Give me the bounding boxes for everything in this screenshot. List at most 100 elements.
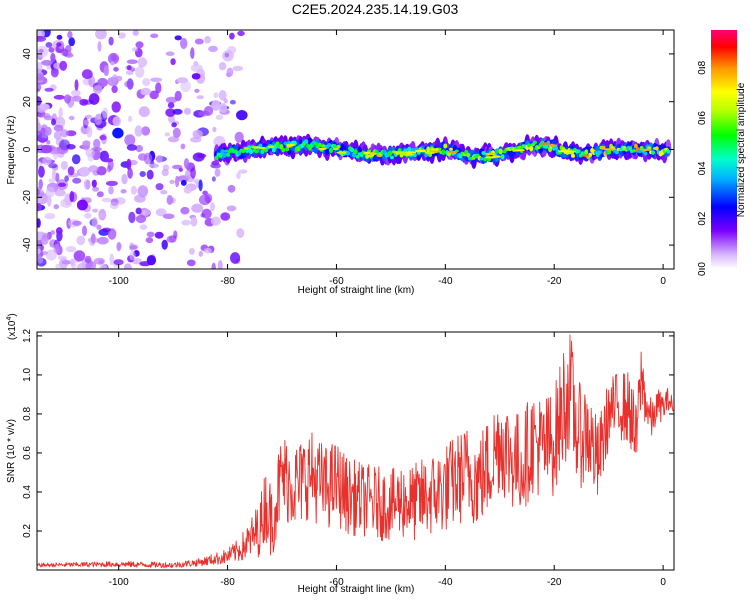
snr-line: [37, 334, 674, 569]
noise-blob: [44, 87, 54, 92]
signal-peak: [602, 148, 617, 151]
noise-blob: [120, 189, 127, 194]
noise-blob: [76, 199, 88, 211]
noise-blob: [135, 41, 144, 49]
noise-blob: [112, 127, 124, 139]
signal-blob: [222, 152, 227, 158]
signal-blob: [576, 149, 581, 154]
noise-blob: [97, 236, 109, 245]
signal-blob: [283, 141, 288, 146]
signal-blob: [355, 154, 360, 159]
snr-x-label: Height of straight line (km): [298, 584, 415, 595]
noise-blob: [184, 169, 192, 180]
noise-blob: [165, 96, 178, 104]
noise-blob: [116, 242, 122, 252]
noise-blob: [237, 30, 245, 36]
noise-blob: [37, 74, 45, 81]
signal-blob: [483, 157, 488, 162]
noise-blob: [132, 47, 138, 52]
noise-blob: [219, 103, 228, 114]
noise-blob: [196, 95, 204, 100]
noise-blob: [56, 42, 62, 47]
snr-scale-suffix: ): [7, 313, 18, 316]
noise-blob: [58, 107, 63, 119]
noise-blob: [64, 94, 71, 104]
noise-blob: [229, 99, 236, 105]
colorbar-tick-label: 0.8: [697, 60, 708, 74]
noise-blob: [183, 158, 190, 169]
signal-blob: [350, 147, 354, 153]
signal-blob: [571, 153, 575, 158]
noise-blob: [52, 149, 61, 155]
noise-blob: [76, 235, 86, 246]
colorbar-label: Normalized spectral amplitude: [736, 82, 747, 217]
noise-blob: [83, 179, 91, 190]
noise-blob: [212, 126, 217, 133]
noise-blob: [37, 96, 42, 106]
noise-blob: [42, 156, 52, 166]
signal-blob: [390, 155, 394, 160]
noise-blob: [132, 30, 139, 36]
noise-blob: [220, 212, 231, 221]
noise-blob: [37, 218, 41, 228]
noise-blob: [41, 112, 51, 119]
noise-blob: [68, 115, 75, 121]
noise-blob: [191, 73, 201, 80]
noise-blob: [178, 167, 183, 172]
noise-blob: [110, 61, 115, 66]
noise-blob: [169, 179, 175, 184]
signal-blob: [458, 154, 463, 159]
spectrogram-y-tick-label: -40: [22, 237, 33, 252]
spectrogram-y-tick-label: 20: [22, 96, 33, 108]
noise-blob: [226, 67, 234, 77]
noise-blob: [137, 57, 148, 68]
noise-blob: [102, 158, 114, 163]
snr-y-tick-label: 1.0: [22, 368, 33, 382]
noise-blob: [211, 176, 216, 182]
noise-blob: [102, 107, 109, 119]
snr-y-scale: (x104): [6, 313, 18, 340]
signal-peak: [448, 151, 457, 154]
noise-blob: [173, 230, 178, 239]
noise-blob: [217, 260, 223, 269]
noise-blob: [57, 255, 67, 261]
noise-blob: [190, 64, 203, 73]
noise-blob: [53, 131, 62, 140]
signal-peak: [513, 149, 525, 152]
noise-blob: [93, 257, 105, 265]
snr-frame: [36, 331, 675, 571]
noise-blob: [94, 113, 103, 126]
spectrogram-y-label: Frequency (Hz): [6, 116, 17, 185]
signal-peak: [491, 155, 501, 158]
colorbar: 0.0 0.2 0.4 0.6 0.8 Normalized spectral ampl…: [697, 30, 747, 276]
noise-blob: [180, 37, 188, 50]
noise-blob: [128, 211, 136, 224]
noise-blob: [92, 186, 100, 192]
signal-blob: [353, 149, 358, 154]
noise-blob: [96, 224, 102, 230]
noise-blob: [126, 144, 138, 151]
snr-series: [37, 334, 674, 569]
noise-blob: [196, 153, 207, 158]
noise-blob: [48, 47, 55, 53]
noise-blob: [105, 180, 118, 186]
noise-blob: [126, 65, 132, 71]
signal-peak: [336, 151, 347, 154]
signal-blob: [584, 149, 589, 155]
noise-blob: [210, 216, 221, 226]
noise-blob: [101, 227, 111, 232]
noise-blob: [121, 173, 128, 185]
spectrogram-x-tick-label: -20: [547, 276, 562, 287]
noise-blob: [37, 83, 42, 91]
snr-x-tick-label: 0: [660, 577, 666, 588]
signal-blob: [313, 142, 318, 146]
noise-blob: [145, 237, 154, 244]
noise-blob: [38, 179, 43, 190]
noise-blob: [213, 92, 219, 99]
noise-blob: [236, 110, 248, 121]
noise-blob: [71, 89, 81, 97]
noise-blob: [202, 190, 208, 196]
signal-peak: [317, 147, 327, 151]
spectrogram-x-label: Height of straight line (km): [298, 285, 415, 296]
noise-blob: [60, 129, 69, 138]
